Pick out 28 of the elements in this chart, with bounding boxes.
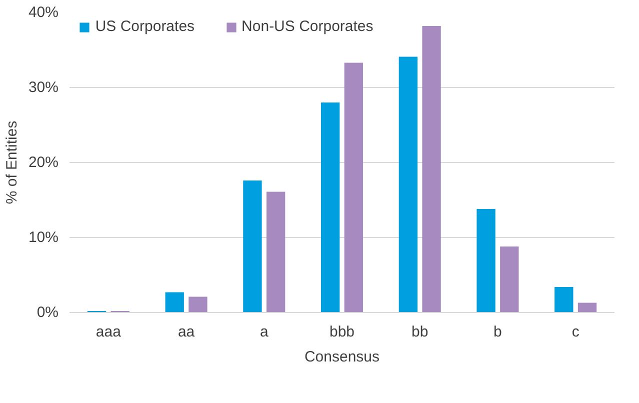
bar — [578, 302, 597, 312]
bar — [243, 180, 262, 312]
x-axis-title: Consensus — [304, 348, 380, 366]
y-tick-label: 20% — [28, 154, 59, 171]
legend-label: Non-US Corporates — [242, 18, 374, 35]
y-tick-label: 10% — [28, 229, 59, 246]
y-tick-label: 40% — [28, 4, 59, 21]
x-tick-label: b — [494, 324, 502, 340]
y-tick-label: 30% — [28, 79, 59, 96]
y-axis-title: % of Entities — [3, 120, 20, 204]
bar — [422, 26, 441, 312]
bar — [266, 192, 286, 312]
x-tick-label: c — [572, 324, 580, 340]
bar — [344, 62, 364, 312]
legend-label: US Corporates — [95, 18, 195, 35]
bar — [188, 296, 208, 312]
y-tick-label: 0% — [36, 304, 59, 321]
bar — [398, 56, 418, 312]
bar — [554, 287, 574, 312]
bar — [320, 102, 340, 312]
bar — [500, 246, 519, 312]
x-tick-label: bbb — [329, 324, 355, 340]
x-tick-label: aaa — [96, 324, 122, 340]
bar — [476, 209, 496, 312]
x-tick-label: a — [260, 324, 269, 340]
x-tick-label: bb — [412, 324, 428, 340]
x-tick-label: aa — [178, 324, 196, 340]
bar — [165, 292, 184, 312]
